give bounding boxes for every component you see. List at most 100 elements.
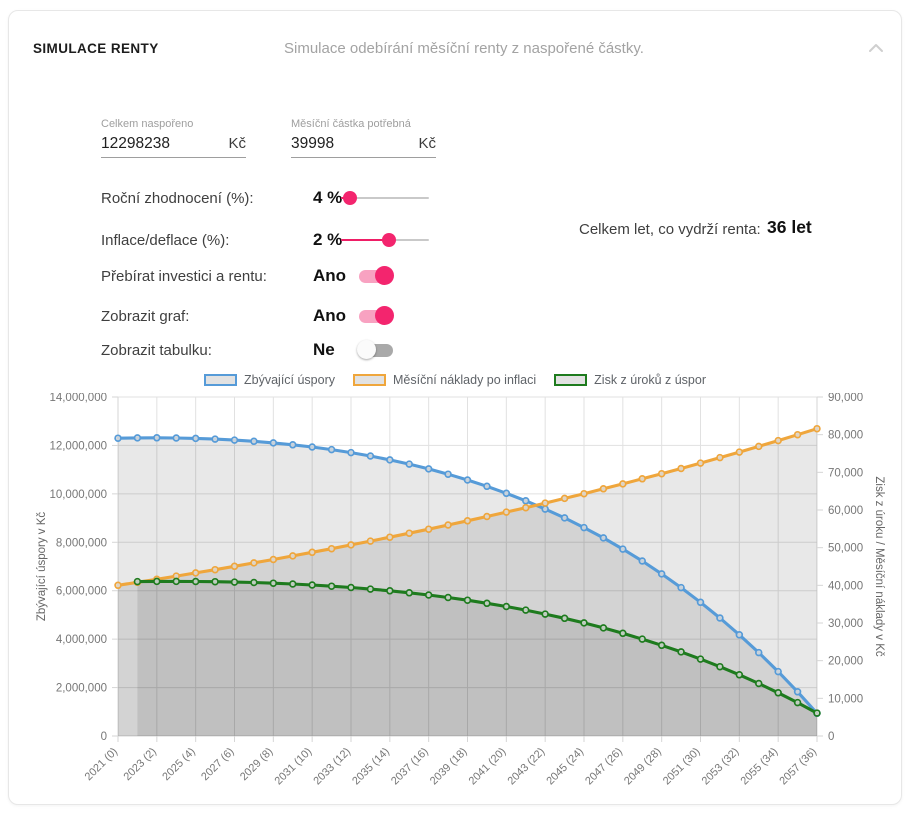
right-tick-label: 50,000 xyxy=(828,543,863,555)
slider-thumb[interactable] xyxy=(382,233,397,247)
left-tick-label: 14,000,000 xyxy=(49,393,107,404)
data-point xyxy=(696,598,705,607)
show-table-toggle[interactable] xyxy=(357,340,395,359)
x-tick-label: 2047 (26) xyxy=(583,746,625,788)
data-point xyxy=(638,635,646,643)
data-point xyxy=(657,570,666,578)
legend-swatch-interest xyxy=(554,374,588,386)
data-point xyxy=(657,469,666,478)
data-point xyxy=(813,709,821,717)
right-tick-label: 70,000 xyxy=(828,467,863,479)
data-point xyxy=(522,503,530,512)
data-point xyxy=(250,578,258,587)
data-point xyxy=(619,545,627,553)
data-point xyxy=(289,552,297,560)
data-point xyxy=(424,591,433,599)
left-tick-label: 6,000,000 xyxy=(56,586,107,598)
collapse-chevron-icon[interactable] xyxy=(863,35,889,61)
inflation-slider[interactable] xyxy=(341,233,429,247)
data-point xyxy=(735,671,744,679)
inflation-label: Inflace/deflace (%): xyxy=(101,232,230,249)
data-point xyxy=(677,648,685,656)
right-tick-label: 90,000 xyxy=(828,393,863,404)
x-tick-label: 2029 (8) xyxy=(238,746,275,783)
data-point xyxy=(735,448,744,456)
data-point xyxy=(444,470,452,478)
data-point xyxy=(463,476,472,484)
x-tick-label: 2051 (30) xyxy=(661,746,703,788)
data-point xyxy=(754,648,763,657)
data-point xyxy=(444,521,452,529)
slider-track[interactable] xyxy=(341,197,429,199)
slider-thumb[interactable] xyxy=(342,191,357,205)
data-point xyxy=(230,436,239,444)
data-point xyxy=(541,610,549,618)
total-saved-field: Celkem naspořeno 12298238 Kč xyxy=(101,118,246,158)
data-point xyxy=(153,434,161,442)
data-point xyxy=(522,606,530,614)
data-point xyxy=(754,442,763,451)
annual-return-value: 4 % xyxy=(313,188,343,207)
legend-label-interest: Zisk z úroků z úspor xyxy=(594,373,706,387)
data-point xyxy=(619,480,627,488)
rent-years-label: Celkem let, co vydrží renta: xyxy=(579,221,761,238)
left-tick-label: 8,000,000 xyxy=(56,537,107,549)
data-point xyxy=(289,580,297,588)
legend-item-savings[interactable]: Zbývající úspory xyxy=(204,373,335,387)
data-point xyxy=(327,544,336,553)
data-point xyxy=(483,512,491,521)
total-saved-unit: Kč xyxy=(228,135,246,152)
toggle-thumb[interactable] xyxy=(375,266,394,285)
annual-return-slider[interactable] xyxy=(341,191,429,205)
left-axis-title: Zbývající úspory v Kč xyxy=(36,512,48,622)
x-tick-label: 2035 (14) xyxy=(350,746,392,788)
data-point xyxy=(716,662,724,671)
data-point xyxy=(347,541,355,549)
data-point xyxy=(250,437,258,446)
data-point xyxy=(386,456,394,464)
data-point xyxy=(230,578,239,586)
area-fill xyxy=(118,428,817,736)
data-point xyxy=(366,537,375,545)
legend-swatch-savings xyxy=(204,374,237,386)
annual-return-label: Roční zhodnocení (%): xyxy=(101,190,254,207)
show-chart-toggle[interactable] xyxy=(359,306,395,325)
data-point xyxy=(541,505,549,513)
show-table-label: Zobrazit tabulku: xyxy=(101,342,212,359)
data-point xyxy=(191,434,200,443)
data-point xyxy=(444,593,452,602)
reinvest-toggle[interactable] xyxy=(359,266,395,285)
page-subtitle: Simulace odebírání měsíční renty z naspo… xyxy=(284,40,644,57)
toggle-thumb[interactable] xyxy=(357,340,376,359)
left-tick-label: 10,000,000 xyxy=(49,489,107,501)
legend-item-interest[interactable]: Zisk z úroků z úspor xyxy=(554,373,706,387)
x-tick-label: 2049 (28) xyxy=(622,746,664,788)
data-point xyxy=(541,499,549,507)
data-point xyxy=(191,569,200,577)
data-point xyxy=(560,514,569,522)
monthly-amount-input[interactable]: 39998 xyxy=(291,135,335,152)
data-point xyxy=(191,577,200,586)
data-point xyxy=(405,529,414,537)
data-point xyxy=(580,619,588,627)
left-tick-label: 2,000,000 xyxy=(56,683,107,695)
data-point xyxy=(599,624,608,632)
data-point xyxy=(774,689,782,697)
data-point xyxy=(793,430,802,439)
x-tick-label: 2039 (18) xyxy=(428,746,470,788)
data-point xyxy=(269,439,278,447)
x-tick-label: 2031 (10) xyxy=(273,746,315,788)
data-point xyxy=(347,583,355,592)
total-saved-input[interactable]: 12298238 xyxy=(101,135,170,152)
legend-swatch-costs xyxy=(353,374,387,386)
monthly-amount-unit: Kč xyxy=(418,135,436,152)
x-tick-label: 2045 (24) xyxy=(544,746,586,788)
data-point xyxy=(716,614,724,622)
legend-item-costs[interactable]: Měsíční náklady po inflaci xyxy=(353,373,536,387)
data-point xyxy=(696,655,705,663)
data-point xyxy=(483,599,491,608)
data-point xyxy=(677,464,685,473)
data-point xyxy=(133,577,142,586)
toggle-thumb[interactable] xyxy=(375,306,394,325)
